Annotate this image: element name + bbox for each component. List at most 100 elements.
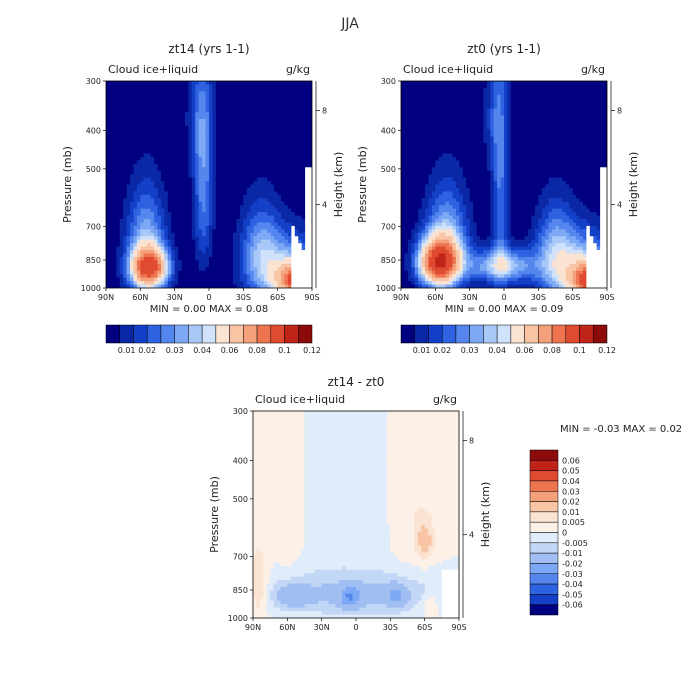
heatmap-cell	[281, 139, 286, 144]
heatmap-cell	[277, 243, 282, 248]
heatmap-cell	[428, 243, 433, 248]
heatmap-cell	[438, 222, 443, 227]
heatmap-cell	[466, 167, 471, 172]
heatmap-cell	[222, 105, 227, 110]
heatmap-cell	[150, 125, 155, 130]
heatmap-cell	[250, 167, 255, 172]
heatmap-cell	[150, 112, 155, 117]
heatmap-cell	[270, 129, 275, 134]
heatmap-cell	[136, 229, 141, 234]
heatmap-cell	[219, 167, 224, 172]
heatmap-cell	[130, 94, 135, 99]
heatmap-cell	[116, 115, 121, 120]
heatmap-cell	[116, 205, 121, 210]
heatmap-cell	[308, 146, 312, 151]
heatmap-cell	[106, 208, 111, 213]
heatmap-cell	[212, 139, 217, 144]
heatmap-cell	[112, 198, 117, 203]
heatmap-cell	[178, 84, 183, 89]
heatmap-cell	[455, 208, 460, 213]
heatmap-cell	[222, 236, 227, 241]
heatmap-cell	[181, 270, 186, 275]
heatmap-cell	[195, 170, 200, 175]
colorbar-label: 0.08	[248, 346, 266, 355]
heatmap-cell	[198, 250, 203, 255]
heatmap-cell	[140, 281, 145, 286]
heatmap-cell	[260, 108, 265, 113]
heatmap-cell	[181, 143, 186, 148]
heatmap-cell	[298, 150, 303, 155]
heatmap-cell	[160, 184, 165, 189]
heatmap-cell	[212, 177, 217, 182]
heatmap-cell	[229, 198, 234, 203]
heatmap-cell	[445, 150, 450, 155]
heatmap-cell	[109, 256, 114, 261]
heatmap-cell	[171, 198, 176, 203]
heatmap-cell	[202, 267, 207, 272]
heatmap-cell	[291, 263, 296, 268]
heatmap-cell	[133, 215, 138, 220]
heatmap-cell	[404, 239, 409, 244]
heatmap-cell	[263, 170, 268, 175]
heatmap-cell	[109, 87, 114, 92]
heatmap-cell	[205, 167, 210, 172]
heatmap-cell	[109, 243, 114, 248]
heatmap-cell	[418, 181, 423, 186]
panel-title: zt14 (yrs 1-1)	[168, 42, 249, 56]
heatmap-cell	[452, 253, 457, 258]
heatmap-cell	[435, 163, 440, 168]
heatmap-cell	[308, 132, 312, 137]
heatmap-cell	[428, 281, 433, 286]
heatmap-cell	[212, 281, 217, 286]
heatmap-cell	[421, 277, 426, 282]
heatmap-cell	[414, 177, 419, 182]
heatmap-cell	[418, 156, 423, 161]
heatmap-cell	[411, 143, 416, 148]
heatmap-cell	[257, 215, 262, 220]
heatmap-cell	[191, 167, 196, 172]
heatmap-cell	[469, 153, 474, 158]
heatmap-cell	[294, 146, 299, 151]
heatmap-cell	[452, 122, 457, 127]
heatmap-cell	[421, 167, 426, 172]
heatmap-cell	[157, 122, 162, 127]
heatmap-cell	[191, 239, 196, 244]
heatmap-cell	[239, 229, 244, 234]
heatmap-cell	[119, 156, 124, 161]
heatmap-cell	[425, 246, 430, 251]
heatmap-cell	[123, 122, 128, 127]
heatmap-cell	[308, 250, 312, 255]
heatmap-cell	[243, 81, 248, 86]
heatmap-cell	[140, 153, 145, 158]
heatmap-cell	[301, 129, 306, 134]
heatmap-cell	[428, 194, 433, 199]
heatmap-cell	[143, 143, 148, 148]
heatmap-cell	[438, 181, 443, 186]
heatmap-cell	[263, 184, 268, 189]
heatmap-cell	[116, 267, 121, 272]
heatmap-cell	[305, 125, 310, 130]
heatmap-cell	[246, 153, 251, 158]
heatmap-cell	[233, 105, 238, 110]
heatmap-cell	[281, 232, 286, 237]
heatmap-cell	[281, 184, 286, 189]
heatmap-cell	[287, 250, 292, 255]
heatmap-cell	[459, 105, 464, 110]
heatmap-cell	[284, 198, 289, 203]
heatmap-cell	[438, 205, 443, 210]
heatmap-cell	[209, 143, 214, 148]
heatmap-cell	[188, 250, 193, 255]
heatmap-cell	[246, 163, 251, 168]
heatmap-cell	[219, 215, 224, 220]
heatmap-cell	[281, 118, 286, 123]
heatmap-cell	[233, 167, 238, 172]
heatmap-cell	[229, 122, 234, 127]
heatmap-cell	[184, 160, 189, 165]
heatmap-cell	[143, 253, 148, 258]
heatmap-cell	[263, 270, 268, 275]
heatmap-cell	[243, 270, 248, 275]
heatmap-cell	[202, 115, 207, 120]
heatmap-cell	[130, 108, 135, 113]
heatmap-cell	[184, 146, 189, 151]
heatmap-cell	[243, 112, 248, 117]
